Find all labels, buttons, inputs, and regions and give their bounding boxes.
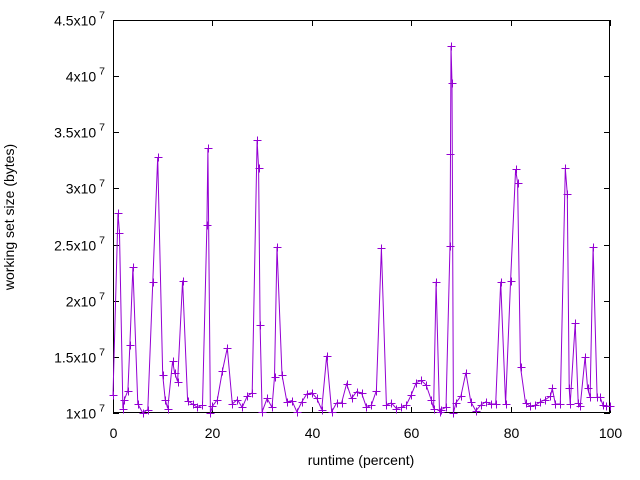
y-tick-label: 4x10 7 bbox=[66, 66, 105, 85]
y-tick-label: 3.5x10 7 bbox=[54, 122, 105, 141]
y-axis-label: working set size (bytes) bbox=[1, 144, 17, 291]
x-tick-label: 80 bbox=[504, 425, 520, 441]
axis-ticks bbox=[113, 20, 611, 414]
plot-border bbox=[113, 20, 610, 413]
axis-tick-labels: 0 20 40 60 80 100 1x10 7 1.5x10 7 2x10 7 2.5x10 7 3x10… bbox=[54, 10, 622, 442]
x-tick-label: 0 bbox=[110, 425, 118, 441]
x-tick-label: 40 bbox=[305, 425, 321, 441]
y-tick-label: 2x10 7 bbox=[66, 291, 105, 310]
y-tick-label: 2.5x10 7 bbox=[54, 235, 105, 254]
series-line bbox=[112, 45, 610, 414]
series-plus-markers bbox=[109, 42, 615, 418]
y-tick-label: 1x10 7 bbox=[66, 403, 105, 422]
x-tick-label: 20 bbox=[205, 425, 221, 441]
x-axis-label: runtime (percent) bbox=[308, 452, 415, 468]
y-tick-label: 3x10 7 bbox=[66, 178, 105, 197]
x-tick-label: 100 bbox=[599, 425, 623, 441]
y-tick-label: 4.5x10 7 bbox=[54, 10, 105, 29]
y-tick-label: 1.5x10 7 bbox=[54, 347, 105, 366]
data-series bbox=[109, 42, 615, 418]
x-tick-label: 60 bbox=[404, 425, 420, 441]
